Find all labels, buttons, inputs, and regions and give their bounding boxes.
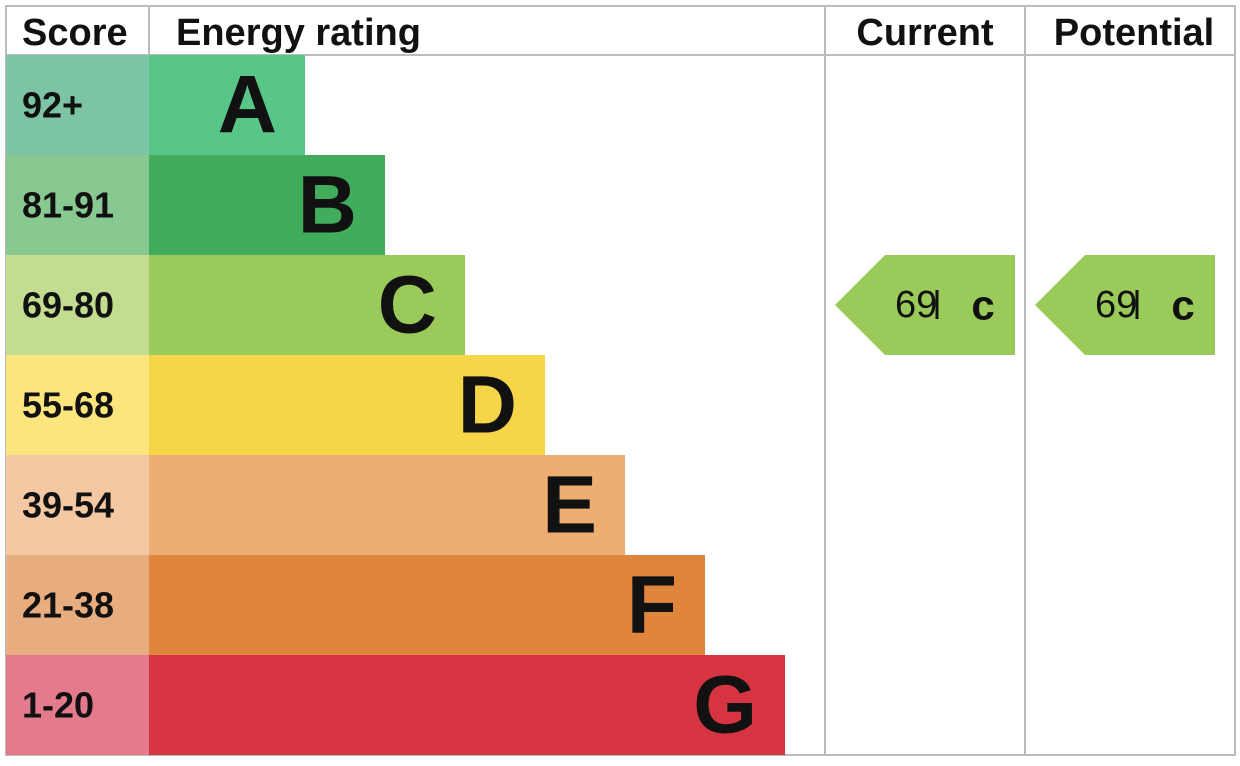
rating-bar [149, 655, 785, 755]
score-cell [6, 155, 149, 255]
rating-bar [149, 55, 305, 155]
current-arrow [835, 255, 1015, 355]
rating-letter: B [298, 160, 357, 251]
score-label: 69-80 [22, 285, 114, 326]
potential-value: 69 [1095, 284, 1137, 326]
score-label: 1-20 [22, 685, 94, 726]
potential-letter: c [1171, 282, 1194, 329]
score-label: 81-91 [22, 185, 114, 226]
score-label: 92+ [22, 85, 83, 126]
current-value: 69 [895, 284, 937, 326]
header-potential: Potential [1054, 12, 1214, 54]
rating-letter: D [458, 360, 517, 451]
score-cell [6, 555, 149, 655]
rating-letter: A [218, 60, 277, 151]
rating-letter: G [693, 660, 757, 751]
score-cell [6, 355, 149, 455]
rating-letter: E [542, 460, 597, 551]
rating-bar [149, 255, 465, 355]
rating-bar [149, 455, 625, 555]
current-letter: c [971, 282, 994, 329]
score-label: 21-38 [22, 585, 114, 626]
potential-arrow [1035, 255, 1215, 355]
header-current: Current [856, 12, 994, 54]
score-cell [6, 55, 149, 155]
score-cell [6, 255, 149, 355]
score-cell [6, 455, 149, 555]
score-label: 39-54 [22, 485, 114, 526]
score-cell [6, 655, 149, 755]
rating-bar [149, 355, 545, 455]
rating-bar [149, 555, 705, 655]
header-rating: Energy rating [176, 12, 421, 54]
rating-bar [149, 155, 385, 255]
score-label: 55-68 [22, 385, 114, 426]
rating-letter: F [627, 560, 677, 651]
header-score: Score [22, 12, 128, 54]
rating-letter: C [378, 260, 437, 351]
